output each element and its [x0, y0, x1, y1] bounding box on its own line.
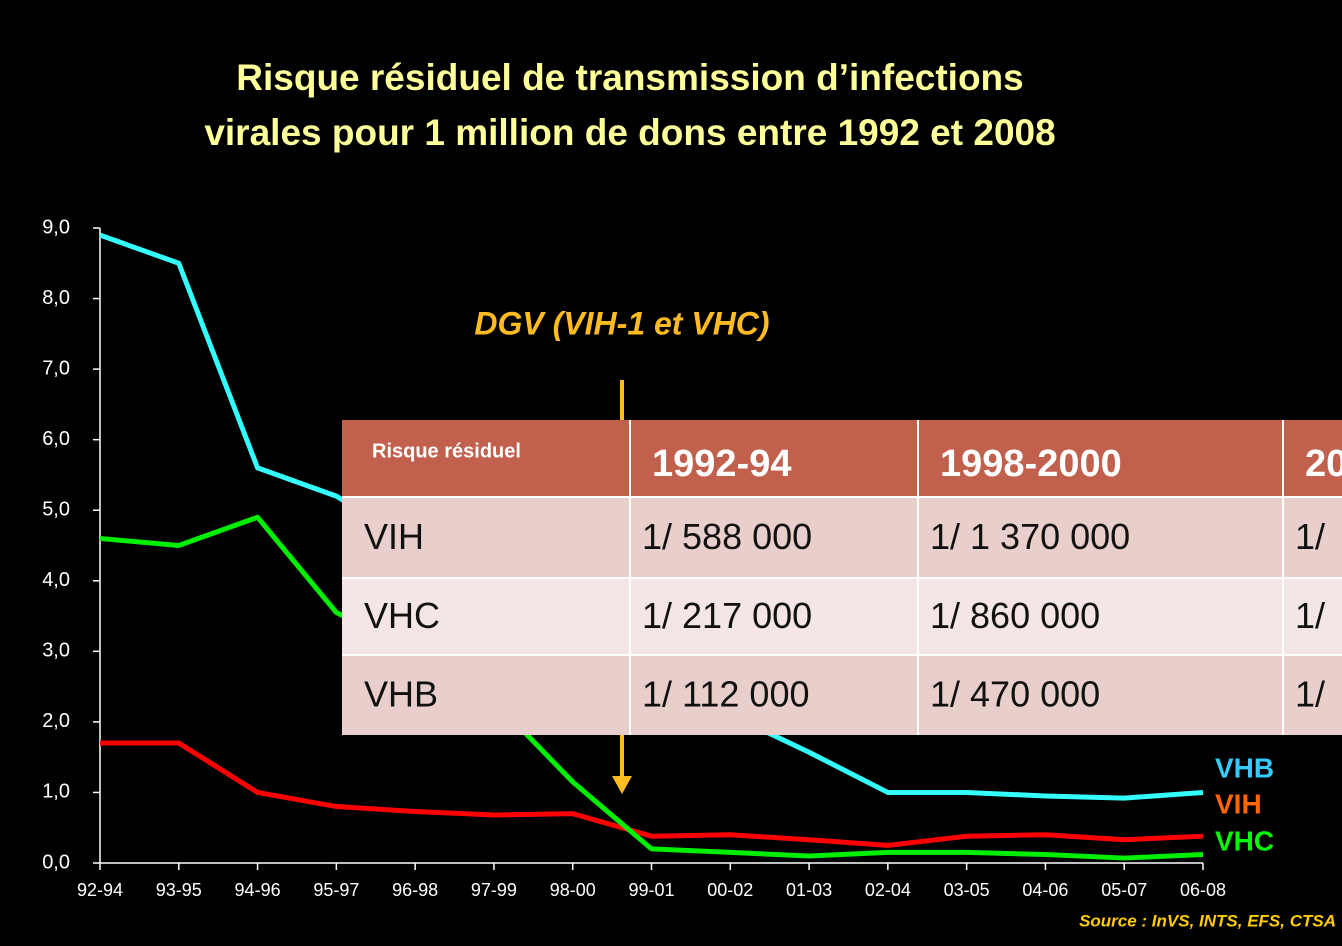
table-cell: VIH [364, 516, 424, 557]
x-tick-label: 05-07 [1101, 880, 1147, 900]
table: Risque résiduel 1992-94 1998-2000 20 VIH 1/ 5… [342, 420, 1342, 735]
table-cell: 1/ 217 000 [642, 595, 812, 636]
table-row-bg [342, 497, 1342, 578]
x-tick-label: 96-98 [392, 880, 438, 900]
y-tick-label: 5,0 [42, 499, 70, 521]
y-tick-label: 2,0 [42, 710, 70, 732]
table-header: 20 [1305, 443, 1342, 485]
table-cell: 1/ [1295, 516, 1325, 557]
y-tick-label: 3,0 [42, 640, 70, 662]
x-tick-label: 97-99 [471, 880, 517, 900]
x-tick-label: 94-96 [235, 880, 281, 900]
x-tick-label: 04-06 [1022, 880, 1068, 900]
series-label: VHC [1215, 825, 1274, 856]
x-tick-label: 03-05 [944, 880, 990, 900]
x-tick-label: 06-08 [1180, 880, 1226, 900]
source: Source : InVS, INTS, EFS, CTSA [1079, 911, 1336, 930]
x-tick-label: 92-94 [77, 880, 123, 900]
x-tick-label: 93-95 [156, 880, 202, 900]
table-cell: 1/ 860 000 [930, 595, 1100, 636]
y-tick-label: 0,0 [42, 851, 70, 873]
y-tick-label: 9,0 [42, 216, 70, 238]
line-series [100, 740, 1204, 848]
arrow-head [612, 776, 632, 794]
y-tick-label: 4,0 [42, 569, 70, 591]
annotation: DGV (VIH-1 et VHC) [474, 305, 769, 341]
y-tick-label: 8,0 [42, 287, 70, 309]
line-series [99, 514, 1204, 861]
table-cell: VHC [364, 595, 440, 636]
table-cell: 1/ [1295, 595, 1325, 636]
series-label: VIH [1215, 788, 1262, 819]
chart-title: virales pour 1 million de dons entre 199… [204, 112, 1055, 153]
x-tick-label: 01-03 [786, 880, 832, 900]
x-tick-label: 98-00 [550, 880, 596, 900]
series-label: VHB [1215, 752, 1274, 783]
y-tick-label: 1,0 [42, 781, 70, 803]
x-tick-label: 95-97 [313, 880, 359, 900]
table-row-bg [342, 578, 1342, 655]
table-header: 1992-94 [652, 443, 791, 485]
table-row-bg [342, 655, 1342, 735]
table-cell: VHB [364, 674, 438, 715]
table-header-bg [342, 420, 1342, 497]
x-tick-label: 99-01 [628, 880, 674, 900]
y-tick-label: 6,0 [42, 428, 70, 450]
y-tick-label: 7,0 [42, 357, 70, 379]
table-cell: 1/ [1295, 674, 1325, 715]
x-tick-label: 02-04 [865, 880, 911, 900]
table-header: Risque résiduel [372, 440, 521, 462]
table-cell: 1/ 112 000 [642, 674, 809, 715]
table-cell: 1/ 588 000 [642, 516, 812, 557]
table-cell: 1/ 470 000 [930, 674, 1100, 715]
chart-title: Risque résiduel de transmission d’infect… [236, 57, 1023, 98]
table-cell: 1/ 1 370 000 [930, 516, 1130, 557]
x-tick-label: 00-02 [707, 880, 753, 900]
table-header: 1998-2000 [940, 443, 1122, 485]
